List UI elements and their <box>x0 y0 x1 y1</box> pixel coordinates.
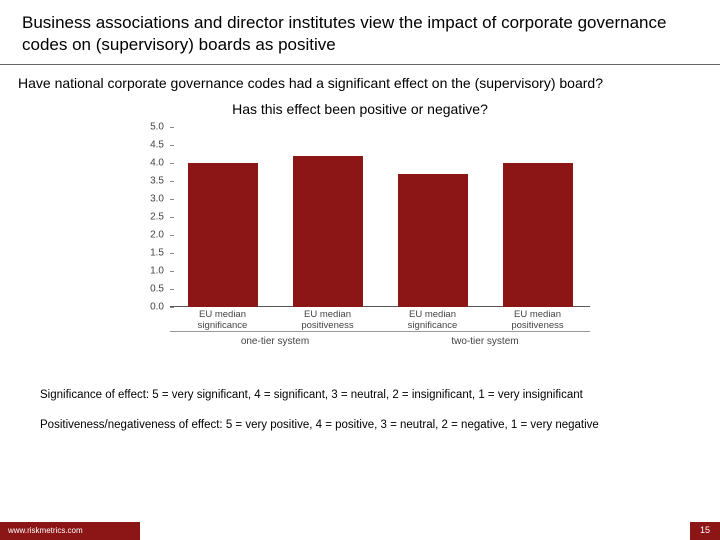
x-tick-label: EU median positiveness <box>283 307 373 327</box>
y-tick-label: 0.5 <box>150 284 164 295</box>
x-tick-label: EU median positiveness <box>493 307 583 327</box>
legend-significance: Significance of effect: 5 = very signifi… <box>0 385 720 405</box>
chart-container: 5.04.54.03.53.02.52.01.51.00.50.0 EU med… <box>130 127 590 347</box>
y-tick-label: 0.0 <box>150 302 164 313</box>
bar <box>398 174 468 307</box>
footer: www.riskmetrics.com 15 <box>0 522 720 540</box>
group-label-one-tier: one-tier system <box>170 332 380 347</box>
y-tick-label: 2.0 <box>150 230 164 241</box>
question-2: Has this effect been positive or negativ… <box>0 95 720 127</box>
bar <box>188 163 258 307</box>
y-tick-label: 2.5 <box>150 212 164 223</box>
group-labels: one-tier system two-tier system <box>170 331 590 347</box>
y-tick-label: 4.5 <box>150 140 164 151</box>
y-tick-label: 1.0 <box>150 266 164 277</box>
bar <box>293 156 363 307</box>
x-tick-label: EU median significance <box>178 307 268 327</box>
legend-block: Significance of effect: 5 = very signifi… <box>0 385 720 435</box>
group-label-two-tier: two-tier system <box>380 332 590 347</box>
y-axis-labels: 5.04.54.03.53.02.52.01.51.00.50.0 <box>130 127 166 307</box>
page-number: 15 <box>690 522 720 540</box>
bar-chart: 5.04.54.03.53.02.52.01.51.00.50.0 EU med… <box>130 127 590 327</box>
y-tick-label: 5.0 <box>150 122 164 133</box>
bars <box>170 127 590 307</box>
y-tick-label: 1.5 <box>150 248 164 259</box>
legend-positiveness: Positiveness/negativeness of effect: 5 =… <box>0 415 720 435</box>
slide-title: Business associations and director insti… <box>0 0 720 65</box>
x-tick-label: EU median significance <box>388 307 478 327</box>
y-tick-label: 3.5 <box>150 176 164 187</box>
y-tick-label: 4.0 <box>150 158 164 169</box>
question-1: Have national corporate governance codes… <box>0 65 720 95</box>
footer-url: www.riskmetrics.com <box>0 522 140 540</box>
x-axis-labels: EU median significance EU median positive… <box>170 307 590 327</box>
bar <box>503 163 573 307</box>
y-tick-label: 3.0 <box>150 194 164 205</box>
footer-spacer <box>140 522 690 540</box>
